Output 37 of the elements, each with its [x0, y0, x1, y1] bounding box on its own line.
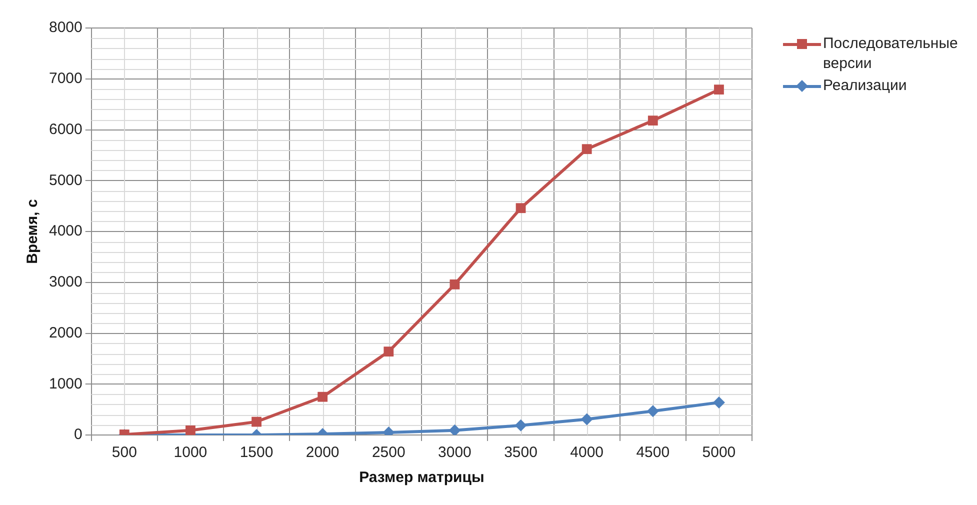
point	[714, 84, 724, 95]
x-tick-label: 4500	[636, 444, 670, 462]
point	[580, 413, 593, 426]
point	[318, 392, 328, 402]
point	[384, 346, 394, 357]
point	[186, 425, 196, 435]
y-tick-label: 3000	[48, 274, 82, 291]
y-tick-label: 8000	[48, 19, 82, 36]
x-tick-label: 1500	[240, 444, 274, 462]
y-tick-label: 0	[74, 426, 82, 444]
x-tick-label: 3500	[504, 444, 538, 462]
point	[646, 405, 659, 418]
point	[450, 279, 460, 290]
y-tick-label: 4000	[48, 222, 82, 240]
legend-label: Последовательные версии	[823, 34, 958, 74]
x-tick-label: 4000	[570, 444, 604, 462]
point	[516, 203, 526, 214]
x-tick-label: 1000	[174, 444, 208, 462]
y-tick-label: 6000	[48, 120, 82, 138]
x-tick-label: 2000	[306, 444, 340, 462]
y-tick-label: 2000	[48, 324, 82, 342]
x-tick-label: 2500	[372, 444, 406, 462]
point	[648, 116, 658, 126]
x-tick-label: 3000	[438, 444, 472, 462]
y-tick-label: 1000	[48, 375, 82, 392]
point	[582, 144, 592, 154]
point	[712, 396, 725, 408]
point	[514, 419, 527, 432]
x-tick-label: 500	[112, 444, 137, 462]
point	[252, 416, 262, 427]
y-tick-label: 7000	[48, 70, 82, 88]
x-tick-label: 5000	[702, 444, 736, 462]
legend-label: Реализации	[823, 76, 908, 96]
y-axis-title: Время, с	[24, 199, 42, 264]
y-tick-label: 5000	[48, 172, 82, 189]
point	[448, 424, 461, 435]
x-axis-title: Размер матрицы	[359, 469, 484, 486]
